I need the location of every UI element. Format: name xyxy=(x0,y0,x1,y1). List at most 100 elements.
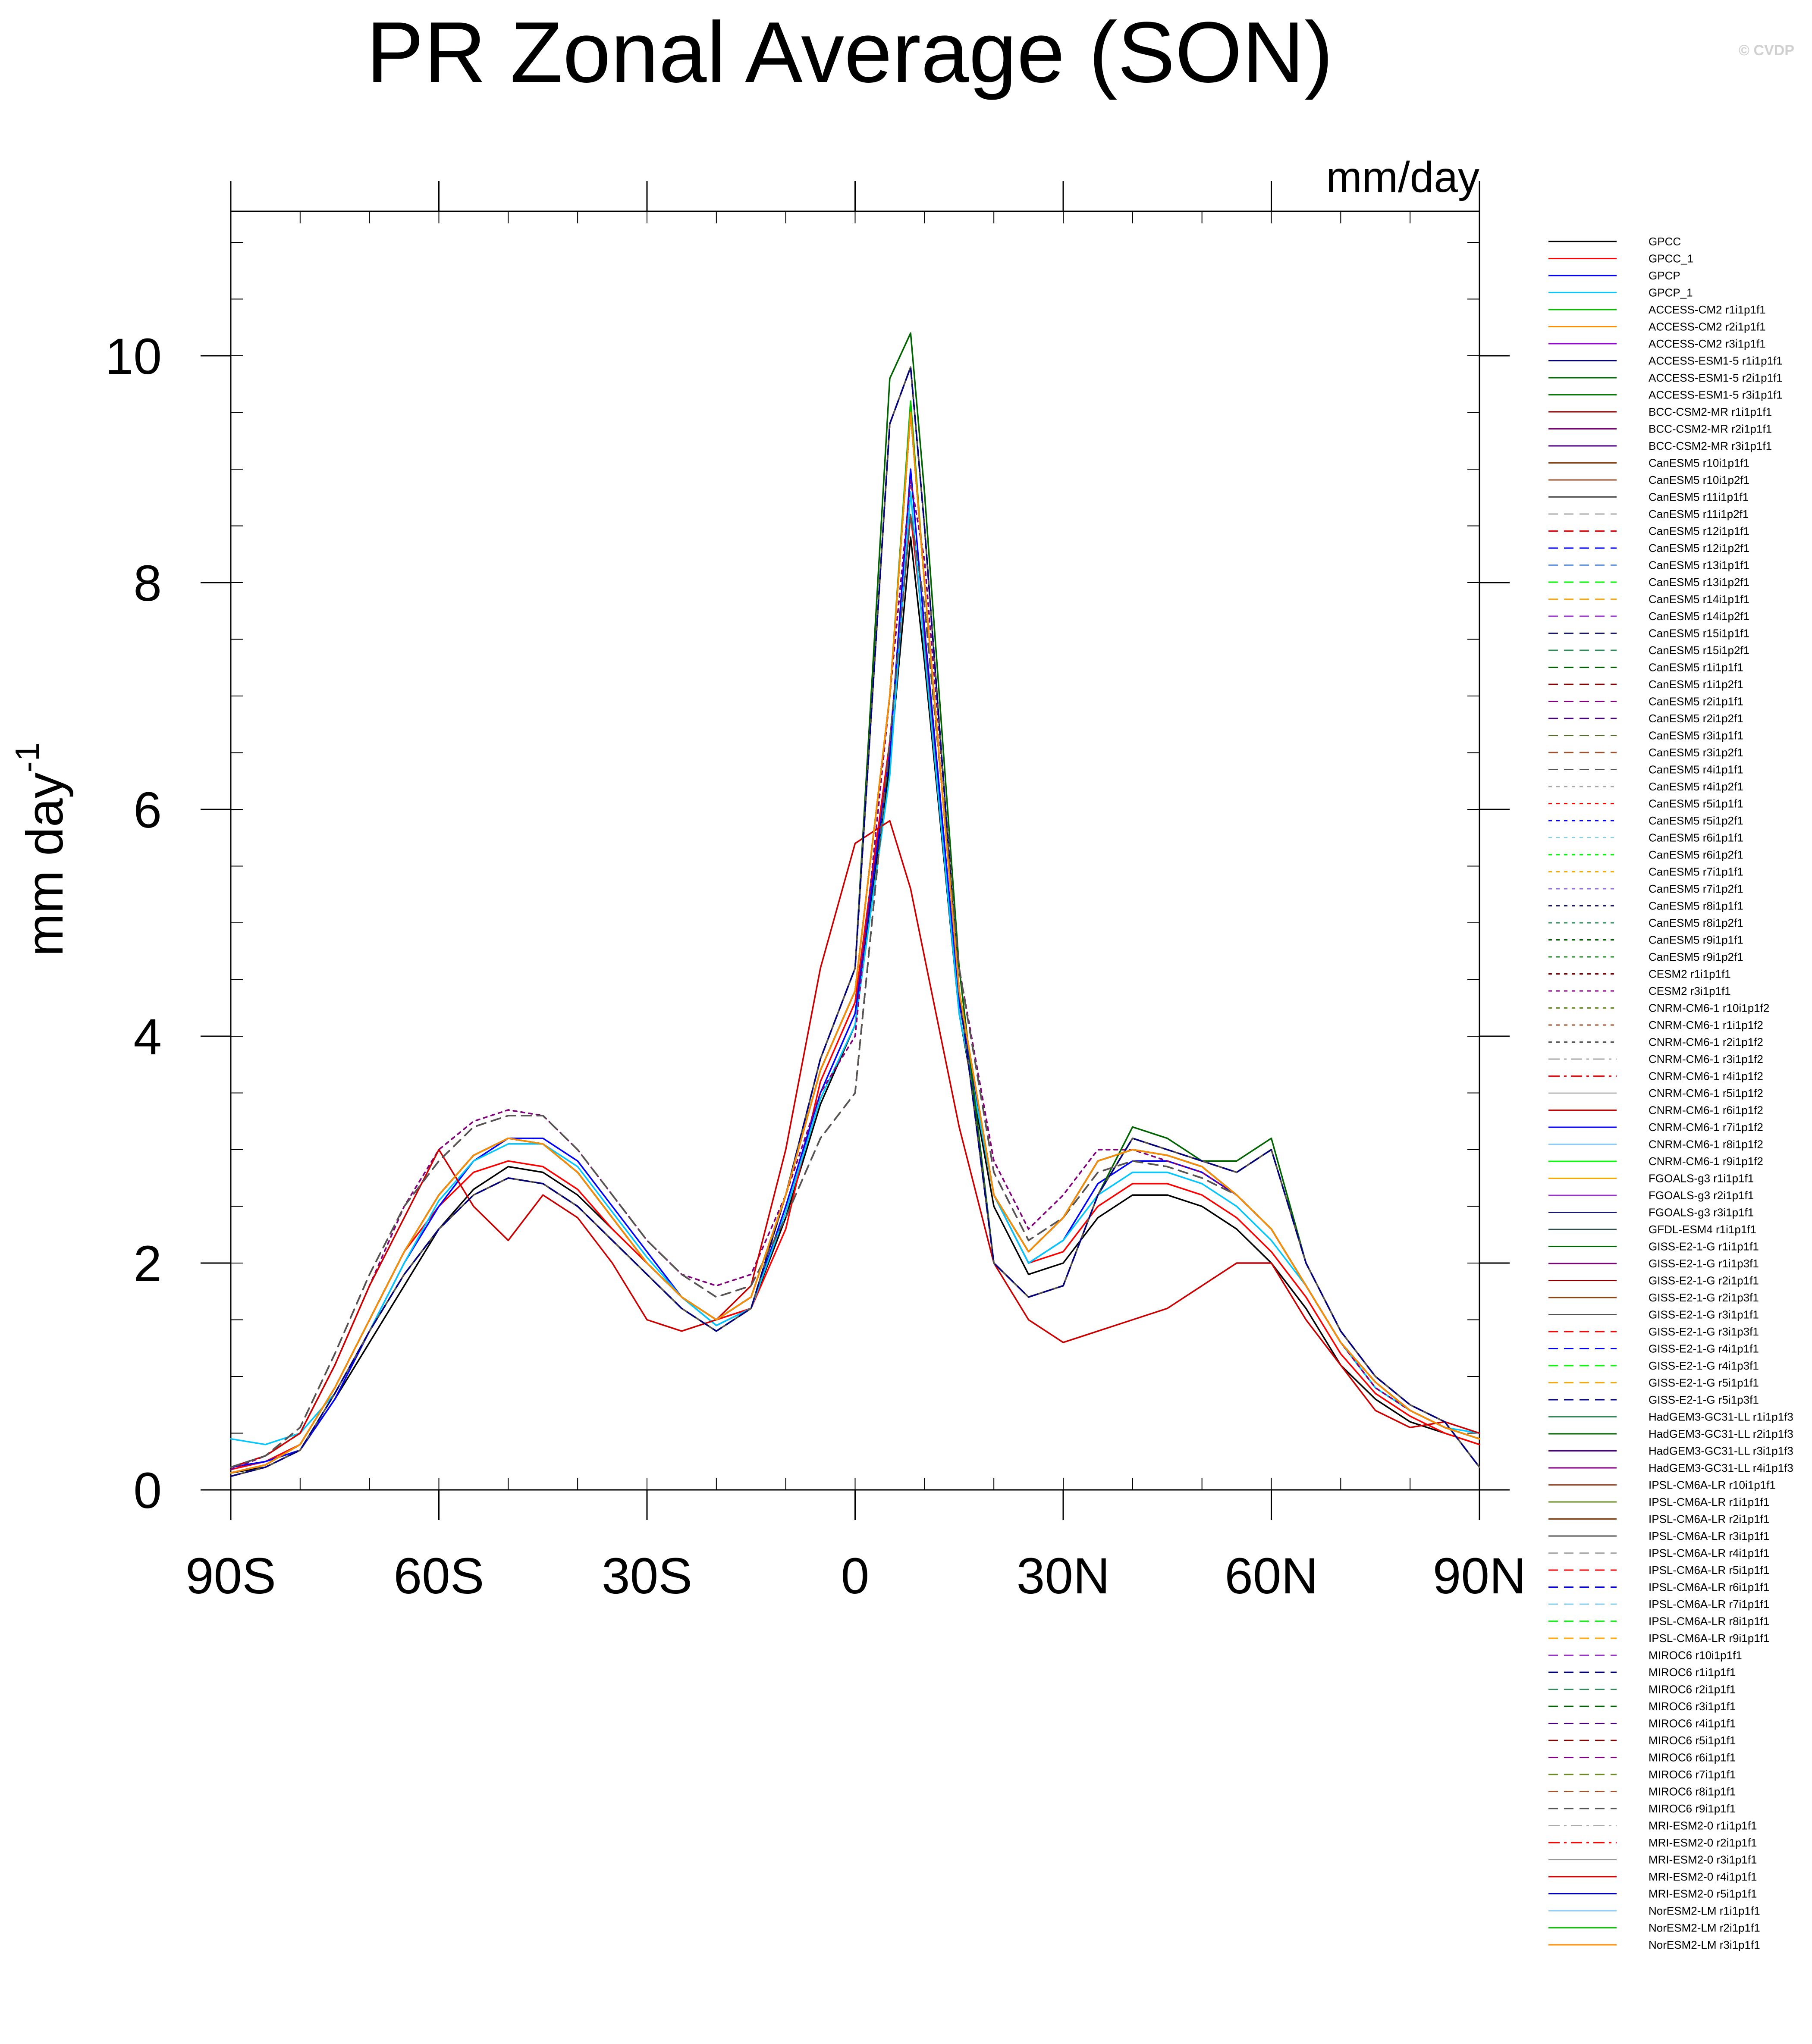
series-line xyxy=(230,332,1480,1477)
legend-label: CNRM-CM6-1 r8i1p1f2 xyxy=(1649,1138,1763,1151)
legend-label: MRI-ESM2-0 r3i1p1f1 xyxy=(1649,1853,1757,1866)
series-line xyxy=(230,411,1480,1474)
legend-label: GISS-E2-1-G r5i1p1f1 xyxy=(1649,1376,1759,1389)
legend-label: BCC-CSM2-MR r2i1p1f1 xyxy=(1649,423,1772,436)
series-line xyxy=(230,411,1480,1474)
legend-label: GPCC_1 xyxy=(1649,252,1693,265)
legend-label: NorESM2-LM r1i1p1f1 xyxy=(1649,1904,1760,1917)
series-line xyxy=(230,411,1480,1474)
legend-label: CanESM5 r14i1p1f1 xyxy=(1649,593,1749,606)
series-line xyxy=(230,411,1480,1474)
legend-label: CNRM-CM6-1 r10i1p1f2 xyxy=(1649,1002,1769,1015)
y-axis-label-text: mm day xyxy=(16,772,74,956)
chart-title: PR Zonal Average (SON) xyxy=(366,4,1333,100)
svg-text:mm day-1: mm day-1 xyxy=(8,743,74,956)
legend-label: MIROC6 r2i1p1f1 xyxy=(1649,1683,1736,1696)
legend-label: CanESM5 r10i1p1f1 xyxy=(1649,457,1749,470)
series-line xyxy=(230,411,1480,1474)
series-line xyxy=(230,480,1480,1470)
series-line xyxy=(230,411,1480,1474)
legend-label: CanESM5 r9i1p1f1 xyxy=(1649,934,1743,947)
legend-label: GISS-E2-1-G r1i1p1f1 xyxy=(1649,1240,1759,1253)
legend-label: MIROC6 r9i1p1f1 xyxy=(1649,1802,1736,1815)
series-line xyxy=(230,411,1480,1474)
series-line xyxy=(230,411,1480,1474)
series-line xyxy=(230,820,1480,1468)
legend-label: CanESM5 r3i1p1f1 xyxy=(1649,729,1743,742)
series-line xyxy=(230,411,1480,1474)
legend-label: CNRM-CM6-1 r2i1p1f2 xyxy=(1649,1036,1763,1049)
series-line xyxy=(230,411,1480,1474)
legend-label: CanESM5 r12i1p1f1 xyxy=(1649,525,1749,538)
legend: GPCC GPCC_1 GPCP GPCP_1 ACCESS-CM2 r1i1p1f1 A… xyxy=(1548,235,1793,1951)
legend-label: CanESM5 r6i1p2f1 xyxy=(1649,848,1743,861)
legend-label: MRI-ESM2-0 r1i1p1f1 xyxy=(1649,1819,1757,1832)
legend-label: CanESM5 r5i1p2f1 xyxy=(1649,814,1743,827)
series-line xyxy=(230,411,1480,1474)
series-line xyxy=(230,411,1480,1474)
legend-label: MIROC6 r8i1p1f1 xyxy=(1649,1785,1736,1798)
series-line xyxy=(230,411,1480,1474)
legend-label: NorESM2-LM r2i1p1f1 xyxy=(1649,1922,1760,1934)
series-line xyxy=(230,411,1480,1474)
y-tick-label: 2 xyxy=(133,1235,162,1292)
legend-label: CanESM5 r4i1p1f1 xyxy=(1649,763,1743,776)
series-line xyxy=(230,411,1480,1474)
legend-label: ACCESS-CM2 r1i1p1f1 xyxy=(1649,303,1766,316)
series-line xyxy=(230,411,1480,1474)
series-line xyxy=(230,411,1480,1474)
legend-label: HadGEM3-GC31-LL r1i1p1f3 xyxy=(1649,1411,1793,1423)
y-tick-label: 6 xyxy=(133,782,162,839)
series-line xyxy=(230,411,1480,1474)
series-line xyxy=(230,411,1480,1474)
series-line xyxy=(230,491,1480,1445)
x-tick-label: 30S xyxy=(602,1548,692,1605)
series-line xyxy=(230,411,1480,1474)
series-line xyxy=(230,411,1480,1474)
y-axis-label: mm day-1 xyxy=(8,743,74,956)
series-line xyxy=(230,480,1480,1470)
legend-label: GPCC xyxy=(1649,235,1681,248)
series-line xyxy=(230,366,1480,1477)
y-tick-label: 0 xyxy=(133,1462,162,1519)
legend-label: CanESM5 r8i1p2f1 xyxy=(1649,916,1743,929)
legend-label: FGOALS-g3 r1i1p1f1 xyxy=(1649,1172,1754,1185)
series-line xyxy=(230,411,1480,1474)
x-tick-label: 90N xyxy=(1433,1548,1526,1605)
series-line xyxy=(230,411,1480,1474)
series-line xyxy=(230,411,1480,1474)
series-line xyxy=(230,411,1480,1474)
series-line xyxy=(230,411,1480,1474)
series-line xyxy=(230,411,1480,1474)
series-line xyxy=(230,411,1480,1474)
series-line xyxy=(230,411,1480,1474)
legend-label: CNRM-CM6-1 r3i1p1f2 xyxy=(1649,1053,1763,1066)
x-tick-label: 90S xyxy=(185,1548,276,1605)
legend-label: CanESM5 r13i1p2f1 xyxy=(1649,576,1749,589)
legend-label: GISS-E2-1-G r2i1p1f1 xyxy=(1649,1274,1759,1287)
legend-label: MIROC6 r4i1p1f1 xyxy=(1649,1717,1736,1730)
legend-label: HadGEM3-GC31-LL r2i1p1f3 xyxy=(1649,1427,1793,1440)
legend-label: GISS-E2-1-G r5i1p3f1 xyxy=(1649,1393,1759,1406)
legend-label: IPSL-CM6A-LR r8i1p1f1 xyxy=(1649,1615,1769,1628)
series-line xyxy=(230,411,1480,1474)
x-axis-ticks: 90S 60S 30S 0 30N 60N 90N xyxy=(185,181,1526,1605)
legend-label: NorESM2-LM r3i1p1f1 xyxy=(1649,1938,1760,1951)
series-line xyxy=(230,411,1480,1474)
legend-label: IPSL-CM6A-LR r3i1p1f1 xyxy=(1649,1530,1769,1542)
series-line xyxy=(230,411,1480,1474)
series-line xyxy=(230,411,1480,1474)
series-line xyxy=(230,411,1480,1474)
series-line xyxy=(230,411,1480,1474)
y-tick-label: 10 xyxy=(105,328,162,385)
plot-area: 90S 60S 30S 0 30N 60N 90N 0 2 4 6 8 10 xyxy=(105,181,1526,1605)
series-line xyxy=(230,411,1480,1474)
series-line xyxy=(230,366,1480,1477)
series-line xyxy=(230,411,1480,1474)
legend-label: MRI-ESM2-0 r5i1p1f1 xyxy=(1649,1887,1757,1900)
legend-label: CanESM5 r8i1p1f1 xyxy=(1649,900,1743,912)
series-line xyxy=(230,411,1480,1474)
legend-label: ACCESS-ESM1-5 r2i1p1f1 xyxy=(1649,371,1783,384)
legend-label: CanESM5 r14i1p2f1 xyxy=(1649,610,1749,623)
legend-label: CanESM5 r13i1p1f1 xyxy=(1649,559,1749,572)
